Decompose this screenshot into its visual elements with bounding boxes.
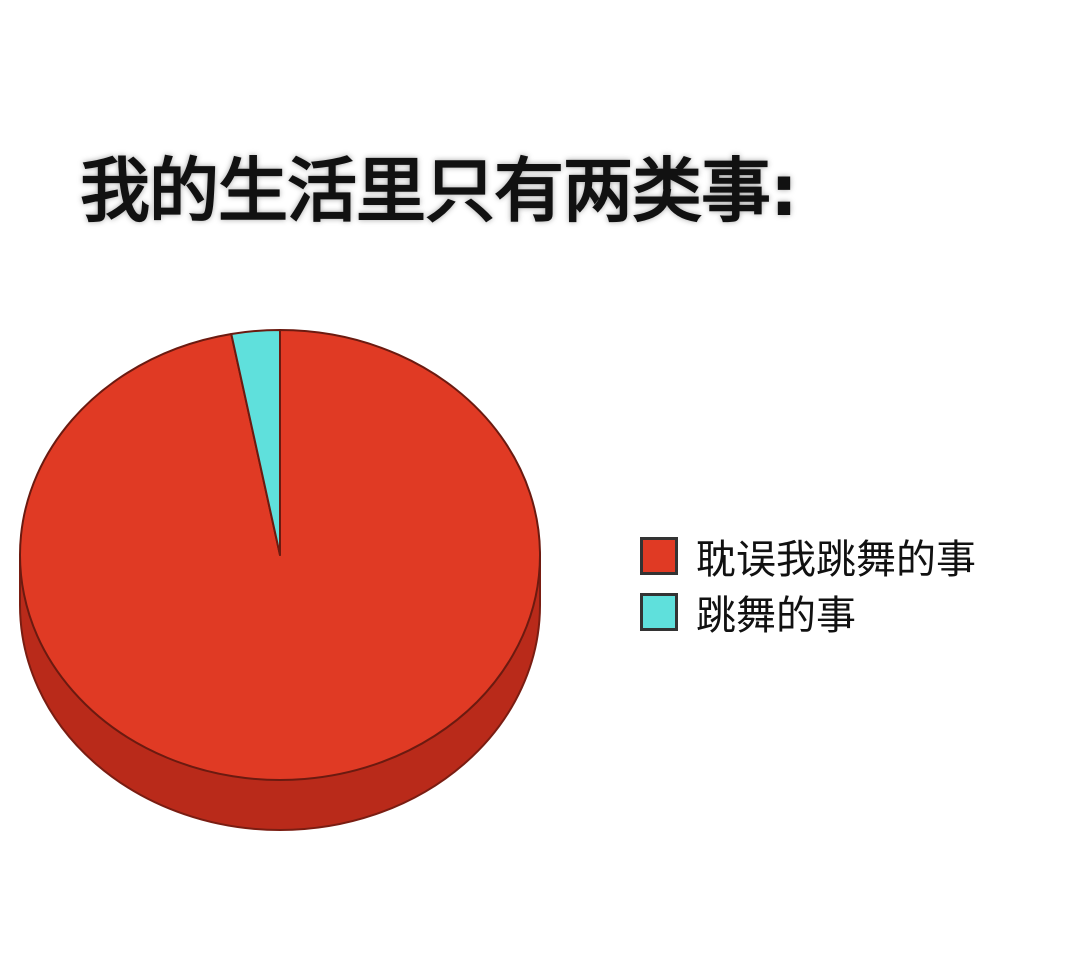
legend-label: 跳舞的事	[696, 593, 856, 639]
pie-slice-1	[230, 329, 281, 556]
legend-label: 耽误我跳舞的事	[696, 537, 976, 583]
legend-item-1: 跳舞的事	[640, 584, 976, 640]
legend-item-0: 耽误我跳舞的事	[640, 528, 976, 584]
legend: 耽误我跳舞的事 跳舞的事	[640, 528, 976, 640]
chart-title: 我的生活里只有两类事:	[75, 145, 803, 237]
legend-swatch-cyan	[640, 593, 678, 631]
legend-swatch-red	[640, 537, 678, 575]
